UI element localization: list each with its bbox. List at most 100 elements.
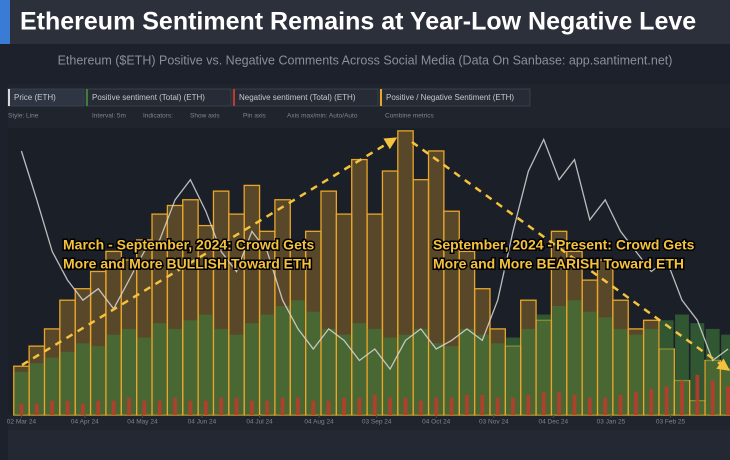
sentiment-bar: [214, 328, 229, 415]
sentiment-bar: [75, 343, 90, 415]
x-tick-label: 04 May 24: [127, 419, 158, 426]
toolbar-item: Axis max/min: Auto/Auto: [287, 113, 358, 120]
sentiment-bar: [659, 320, 674, 415]
sentiment-bar: [311, 400, 316, 415]
toolbar-item: Interval: 5m: [92, 113, 126, 120]
sentiment-bar: [157, 400, 162, 415]
sentiment-bar: [398, 334, 413, 415]
x-tick-label: 04 Apr 24: [71, 419, 99, 426]
legend: Price (ETH) Positive sentiment (Total) (E…: [7, 88, 531, 107]
sentiment-bar: [413, 328, 428, 415]
x-tick-label: 04 Jun 24: [188, 419, 217, 426]
sentiment-bar: [372, 394, 377, 415]
annotation: September, 2024 - Present: Crowd Gets: [433, 237, 695, 253]
sentiment-bar: [649, 389, 654, 415]
price-line: [20, 137, 729, 371]
sentiment-bar: [521, 328, 536, 415]
sentiment-bar: [234, 397, 239, 415]
title: Ethereum Sentiment Remains at Year-Low N…: [20, 8, 696, 36]
sentiment-bar: [96, 400, 101, 415]
sentiment-bar: [572, 394, 577, 415]
sentiment-bar: [460, 328, 474, 415]
legend-swatch: [233, 89, 235, 106]
sentiment-bar: [598, 317, 613, 415]
sentiment-bar: [152, 323, 167, 415]
toolbar-item: Pin axis: [243, 113, 267, 120]
sentiment-bar: [434, 397, 439, 415]
sentiment-bar: [541, 392, 546, 415]
sentiment-bar: [29, 363, 44, 415]
sentiment-bar: [342, 397, 346, 415]
sentiment-bar: [60, 351, 75, 415]
sentiment-bar: [260, 314, 275, 415]
sentiment-bar: [587, 397, 592, 415]
sentiment-bar: [122, 328, 136, 415]
sentiment-bar: [183, 320, 198, 415]
sentiment-bar: [168, 328, 182, 415]
toolbar-item: Indicators:: [143, 113, 173, 120]
sentiment-bar: [45, 357, 60, 415]
toolbar-item: Show axis: [190, 113, 220, 120]
sentiment-bar: [710, 380, 715, 415]
sentiment-bar: [188, 400, 193, 415]
sentiment-bar: [219, 397, 224, 415]
sentiment-bar: [137, 337, 152, 415]
x-tick-label: 03 Jan 25: [597, 419, 626, 426]
toolbar-item: Combine metrics: [385, 113, 435, 120]
legend-swatch: [8, 89, 10, 106]
sentiment-bar: [695, 374, 700, 415]
legend-swatch: [86, 89, 88, 106]
sentiment-bar: [244, 323, 259, 415]
navigator: [8, 430, 730, 460]
legend-label: Negative sentiment (Total) (ETH): [239, 93, 356, 102]
sentiment-bar: [65, 400, 70, 415]
sentiment-bar: [449, 397, 454, 415]
x-tick-label: 03 Nov 24: [479, 419, 509, 426]
sentiment-bar: [465, 394, 469, 415]
sentiment-bar: [680, 380, 684, 415]
sentiment-bar: [198, 314, 213, 415]
plot: [13, 130, 730, 416]
annotation: More and More BULLISH Toward ETH: [63, 256, 312, 272]
sentiment-bar: [675, 314, 689, 415]
toolbar-item: Style: Line: [8, 113, 39, 120]
sentiment-bar: [552, 305, 567, 415]
toolbar: Style: Line Interval: 5m Indicators: Show a…: [8, 113, 435, 120]
annotation: March - September, 2024: Crowd Gets: [63, 237, 315, 253]
sentiment-bar: [664, 386, 669, 415]
sentiment-bar: [306, 311, 321, 415]
sentiment-bar: [14, 371, 29, 415]
sentiment-bar: [603, 397, 608, 415]
sentiment-bar: [291, 300, 305, 415]
x-tick-label: 02 Mar 24: [7, 419, 37, 426]
sentiment-bar: [721, 334, 730, 415]
legend-label: Positive sentiment (Total) (ETH): [92, 93, 205, 102]
sentiment-bar: [142, 400, 147, 415]
sentiment-bar: [275, 305, 290, 415]
sentiment-bar: [280, 397, 285, 415]
sentiment-bar: [388, 397, 393, 415]
annotation: More and More BEARISH Toward ETH: [433, 256, 684, 272]
sentiment-bar: [367, 328, 382, 415]
sentiment-bar: [511, 397, 515, 415]
sentiment-bar: [536, 314, 551, 415]
sentiment-bar: [383, 337, 398, 415]
sentiment-bar: [557, 392, 562, 415]
sentiment-bar: [633, 392, 638, 415]
sentiment-bar: [352, 323, 367, 415]
x-axis: 02 Mar 24 04 Apr 24 04 May 24 04 Jun 24 04 J…: [7, 415, 685, 426]
sentiment-bar: [337, 334, 351, 415]
sentiment-bar: [618, 394, 623, 415]
sentiment-bar: [403, 397, 408, 415]
annotations: March - September, 2024: Crowd Gets More …: [62, 235, 697, 273]
sentiment-bar: [582, 311, 597, 415]
sentiment-bar: [106, 334, 121, 415]
sentiment-bar: [567, 300, 582, 415]
sentiment-bar: [429, 343, 444, 415]
sentiment-bar: [203, 400, 208, 415]
sentiment-bar: [690, 323, 705, 415]
sentiment-bar: [475, 334, 490, 415]
sentiment-bar: [495, 397, 500, 415]
sentiment-bar: [326, 400, 331, 415]
